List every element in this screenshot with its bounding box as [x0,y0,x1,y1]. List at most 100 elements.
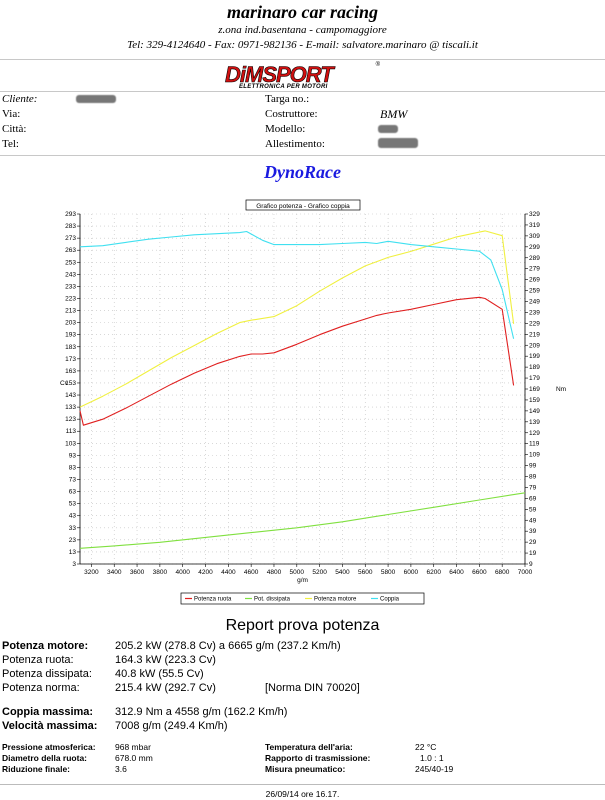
row-value-coppia-massima: 312.9 Nm a 4558 g/m (162.2 Km/h) [115,706,288,718]
redacted-modello [378,125,398,133]
y-tick-label-right: 9 [529,561,533,568]
divider [0,59,605,60]
cond-value-pressione: 968 mbar [115,742,151,752]
y-tick-label-right: 289 [529,255,540,262]
logo-sub: ELETTRONICA PER MOTORI [239,84,328,90]
divider [0,155,605,156]
redacted-cliente [76,95,116,103]
x-tick-label: 6800 [495,569,510,576]
cond-value-pneumatico: 245/40-19 [415,764,454,774]
row-extra-norma: [Norma DIN 70020] [265,682,360,694]
cond-label-diametro: Diametro della ruota: [2,753,88,763]
y-tick-label-right: 159 [529,397,540,404]
row-label-potenza-dissipata: Potenza dissipata: [2,668,92,680]
row-value-velocita-massima: 7008 g/m (249.4 Km/h) [115,720,228,732]
y-tick-label-right: 259 [529,288,540,295]
y-tick-label-left: 283 [65,223,76,230]
y-tick-label-left: 73 [69,477,77,484]
series-line-3 [79,230,515,339]
x-tick-label: 6000 [404,569,419,576]
y-tick-label-left: 243 [65,271,76,278]
footer-date: 26/09/14 ore 16.17. [265,789,340,799]
y-tick-label-left: 163 [65,368,76,375]
x-tick-label: 7000 [518,569,533,576]
row-label-potenza-motore: Potenza motore: [2,640,89,652]
y-tick-label-right: 19 [529,550,537,557]
logo-reg: ® [375,62,380,68]
dyno-chart: Grafico potenza - Grafico coppia 3132333… [60,199,566,605]
y-tick-label-right: 329 [529,211,540,218]
y-tick-label-right: 129 [529,430,540,437]
targa-label: Targa no.: [265,93,310,105]
y-tick-label-left: 203 [65,320,76,327]
y-tick-label-left: 173 [65,356,76,363]
company-contacts: Tel: 329-4124640 - Fax: 0971-982136 - E-… [127,39,478,51]
y-tick-label-right: 199 [529,353,540,360]
y-tick-label-right: 119 [529,441,540,448]
y-tick-label-left: 293 [65,211,76,218]
x-tick-label: 4800 [267,569,282,576]
x-tick-label: 5000 [290,569,305,576]
x-tick-label: 4200 [198,569,213,576]
x-tick-label: 3600 [130,569,145,576]
cond-label-rapporto: Rapporto di trasmissione: [265,753,371,763]
cliente-label: Cliente: [2,93,38,105]
cond-label-riduzione: Riduzione finale: [2,764,70,774]
series-line-1 [79,492,526,549]
y-tick-label-left: 263 [65,247,76,254]
dynorace-title: DynoRace [264,162,341,182]
x-tick-label: 4600 [244,569,259,576]
row-label-velocita-massima: Velocità massima: [2,720,98,732]
x-tick-label: 6200 [426,569,441,576]
company-address: z.ona ind.basentana - campomaggiore [218,24,387,36]
company-name: marinaro car racing [226,2,379,22]
cond-value-riduzione: 3.6 [115,764,127,774]
y-axis-label-left: Cv [60,380,69,387]
y-tick-label-right: 239 [529,309,540,316]
cond-value-rapporto: 1.0 : 1 [420,753,444,763]
cond-label-pneumatico: Misura pneumatico: [265,764,346,774]
y-axis-label-right: Nm [556,386,566,393]
y-tick-label-left: 133 [65,404,76,411]
y-tick-label-left: 143 [65,392,76,399]
x-tick-label: 5800 [381,569,396,576]
x-tick-label: 3200 [84,569,99,576]
y-tick-label-right: 169 [529,386,540,393]
dimsport-logo: DiMSPORT ® ELETTRONICA PER MOTORI [225,62,380,90]
chart-title-box [245,199,361,211]
y-tick-label-right: 209 [529,342,540,349]
y-tick-label-left: 153 [65,380,76,387]
y-tick-label-left: 93 [69,452,77,459]
x-tick-label: 4400 [221,569,236,576]
legend-box [180,592,425,605]
row-label-coppia-massima: Coppia massima: [2,706,94,718]
x-tick-label: 4000 [175,569,190,576]
y-tick-label-left: 13 [69,549,77,556]
y-tick-label-right: 249 [529,299,540,306]
y-tick-label-left: 113 [66,428,77,435]
legend-label-1: Pot. dissipata [254,597,291,603]
x-tick-label: 5400 [335,569,350,576]
y-tick-label-right: 139 [529,419,540,426]
y-tick-label-left: 193 [65,332,76,339]
chart-title: Grafico potenza - Grafico coppia [256,203,350,210]
row-value-potenza-norma: 215.4 kW (292.7 Cv) [115,682,216,694]
citta-label: Città: [2,123,27,135]
cond-value-diametro: 678.0 mm [115,753,153,763]
y-tick-label-left: 33 [69,525,77,532]
divider [0,784,605,785]
y-tick-label-left: 83 [69,464,77,471]
y-tick-label-left: 213 [65,308,76,315]
legend-label-3: Coppia [380,597,400,603]
report-title: Report prova potenza [225,617,380,634]
y-tick-label-right: 269 [529,277,540,284]
y-tick-label-left: 233 [65,283,76,290]
x-tick-label: 6400 [449,569,464,576]
row-label-potenza-ruota: Potenza ruota: [2,654,74,666]
costruttore-label: Costruttore: [265,108,318,120]
series-line-2 [79,230,515,408]
y-tick-label-left: 23 [69,537,77,544]
allestimento-label: Allestimento: [265,138,325,150]
y-tick-label-right: 79 [529,484,537,491]
x-tick-label: 5200 [312,569,327,576]
